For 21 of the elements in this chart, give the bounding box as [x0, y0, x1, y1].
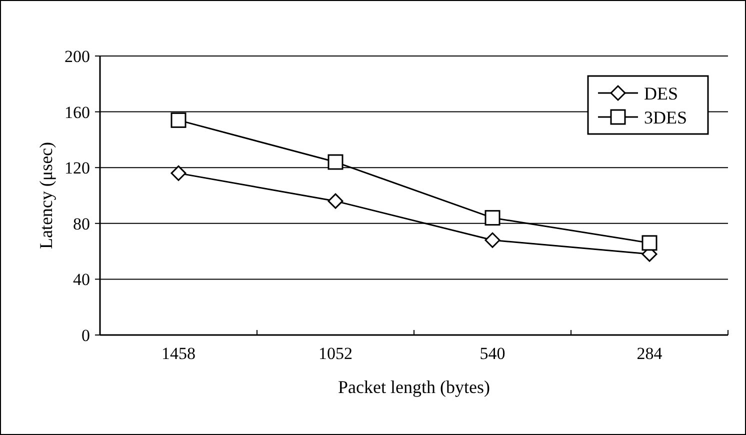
- y-tick-label: 40: [73, 270, 90, 290]
- point: [170, 165, 186, 181]
- x-tick-label: 1052: [318, 344, 352, 363]
- point: [328, 154, 344, 170]
- y-tick-label: 80: [73, 214, 90, 234]
- point: [484, 232, 500, 248]
- y-tick-label: 200: [64, 46, 90, 66]
- y-axis-title: Latency (μsec): [36, 142, 56, 250]
- point: [170, 112, 186, 128]
- legend-label: DES: [644, 83, 678, 104]
- y-tick-label: 0: [82, 326, 90, 345]
- point: [642, 235, 658, 251]
- point: [328, 193, 344, 209]
- x-axis-title: Packet length (bytes): [338, 377, 490, 397]
- legend-label: 3DES: [644, 107, 688, 128]
- x-tick-label: 284: [636, 344, 663, 363]
- y-tick-label: 120: [64, 158, 90, 178]
- x-tick-label: 540: [480, 344, 506, 363]
- y-tick-label: 160: [64, 102, 90, 122]
- point: [484, 210, 500, 226]
- x-tick-label: 1458: [162, 344, 196, 363]
